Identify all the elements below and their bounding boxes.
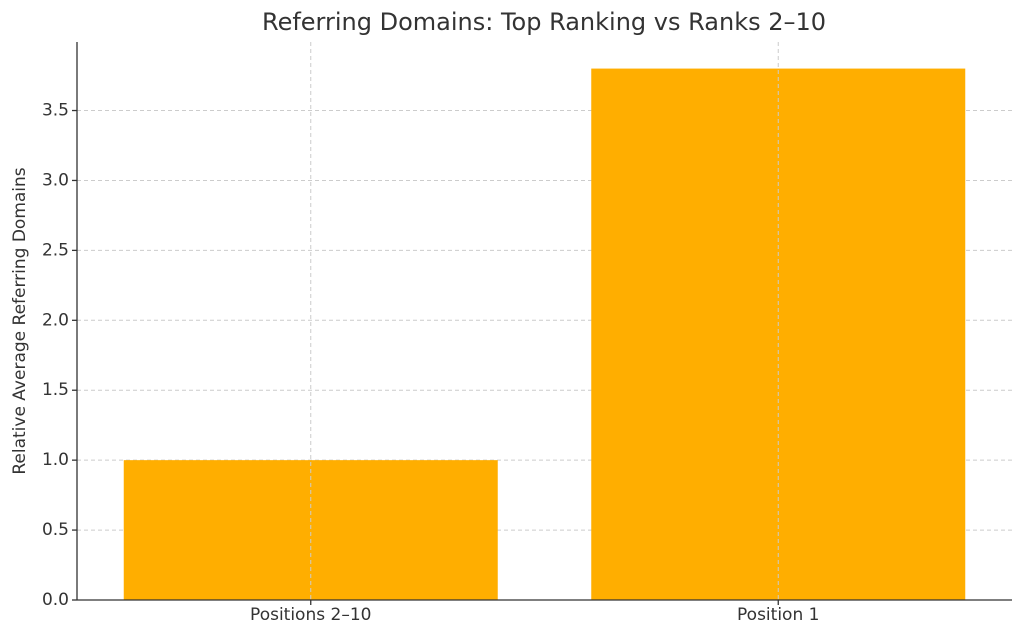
y-tick-label: 0.0: [42, 590, 69, 610]
y-tick-label: 1.5: [42, 380, 69, 400]
y-tick-label: 0.5: [42, 520, 69, 540]
y-tick-label: 2.0: [42, 310, 69, 330]
y-axis-label: Relative Average Referring Domains: [10, 167, 30, 474]
x-tick-label: Positions 2–10: [250, 605, 371, 625]
bar: [123, 460, 498, 600]
x-tick-label: Position 1: [737, 605, 819, 625]
y-tick-label: 3.0: [42, 170, 69, 190]
chart-title: Referring Domains: Top Ranking vs Ranks …: [262, 8, 826, 36]
y-tick-label: 2.5: [42, 240, 69, 260]
y-tick-label: 3.5: [42, 101, 69, 121]
y-tick-label: 1.0: [42, 450, 69, 470]
